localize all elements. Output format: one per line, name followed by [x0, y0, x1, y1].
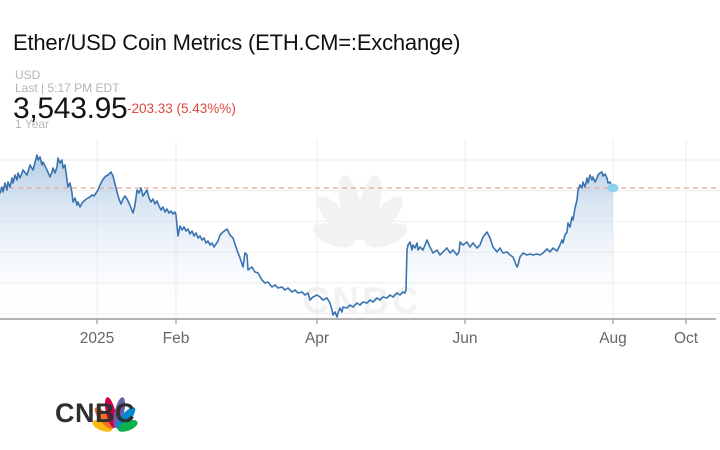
x-tick-label: Oct	[674, 330, 699, 347]
x-tick-label: Aug	[599, 330, 627, 347]
time-range-label: 1 Year	[15, 117, 50, 131]
last-price-marker	[607, 183, 619, 193]
peacock-watermark-icon	[312, 175, 408, 248]
cnbc-watermark: CNBC	[303, 175, 422, 321]
currency-label: USD	[15, 68, 41, 82]
price-area-fill	[0, 155, 613, 318]
price-change-value: -203.33 (5.43%%)	[127, 101, 236, 116]
chart-title: Ether/USD Coin Metrics (ETH.CM=:Exchange…	[13, 30, 461, 55]
peacock-icon	[92, 397, 138, 432]
watermark-text: CNBC	[303, 280, 422, 321]
cnbc-logo-text: CNBC	[55, 398, 135, 428]
last-price-value: 3,543.95	[13, 92, 128, 125]
x-tick-label: 2025	[80, 330, 114, 347]
x-tick-label: Feb	[163, 330, 190, 347]
last-updated-label: Last | 5:17 PM EDT	[15, 81, 120, 95]
price-line	[0, 154, 614, 318]
x-tick-label: Jun	[453, 330, 478, 347]
cnbc-logo	[92, 397, 138, 432]
x-axis-labels: 2025 Feb Apr Jun Aug Oct	[80, 330, 699, 347]
x-axis-ticks	[96, 319, 687, 324]
x-tick-label: Apr	[305, 330, 329, 347]
